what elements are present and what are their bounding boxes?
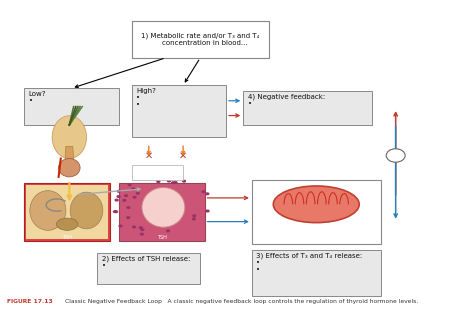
Ellipse shape <box>59 159 80 177</box>
Circle shape <box>191 217 196 220</box>
FancyBboxPatch shape <box>27 184 108 239</box>
Ellipse shape <box>30 191 66 230</box>
Ellipse shape <box>52 116 87 159</box>
Text: TSH: TSH <box>157 234 166 239</box>
Text: FIGURE 17.13: FIGURE 17.13 <box>7 299 53 304</box>
Circle shape <box>124 194 128 197</box>
Text: Low?
•: Low? • <box>28 91 46 104</box>
FancyBboxPatch shape <box>132 21 269 58</box>
FancyBboxPatch shape <box>118 183 205 241</box>
Text: ✕: ✕ <box>145 151 153 160</box>
Circle shape <box>386 149 405 162</box>
Circle shape <box>132 225 136 229</box>
Circle shape <box>126 206 130 209</box>
Circle shape <box>138 226 143 229</box>
Circle shape <box>171 181 175 184</box>
Circle shape <box>182 180 186 183</box>
Circle shape <box>115 198 119 202</box>
Circle shape <box>113 210 117 213</box>
Circle shape <box>192 214 196 217</box>
Polygon shape <box>65 146 73 159</box>
Ellipse shape <box>142 188 185 227</box>
Text: 3) Effects of T₃ and T₄ release:
•
•: 3) Effects of T₃ and T₄ release: • • <box>256 253 363 273</box>
Circle shape <box>205 210 210 212</box>
Circle shape <box>131 188 136 190</box>
Circle shape <box>173 181 178 184</box>
Circle shape <box>167 179 171 183</box>
Ellipse shape <box>56 218 78 230</box>
FancyBboxPatch shape <box>132 85 226 137</box>
Text: Classic Negative Feedback Loop   A classic negative feedback loop controls the r: Classic Negative Feedback Loop A classic… <box>65 299 418 304</box>
FancyBboxPatch shape <box>243 91 372 125</box>
Ellipse shape <box>273 186 359 223</box>
Circle shape <box>132 196 137 199</box>
FancyBboxPatch shape <box>252 180 381 244</box>
Circle shape <box>205 192 210 195</box>
Circle shape <box>117 190 121 193</box>
FancyBboxPatch shape <box>97 253 201 284</box>
Circle shape <box>117 195 121 198</box>
Circle shape <box>128 183 132 186</box>
Text: 1) Metabolic rate and/or T₃ and T₄
    concentration in blood...: 1) Metabolic rate and/or T₃ and T₄ conce… <box>141 33 259 46</box>
Circle shape <box>166 230 170 232</box>
FancyBboxPatch shape <box>24 88 118 125</box>
Ellipse shape <box>70 192 103 229</box>
Circle shape <box>126 216 130 219</box>
Text: High?
•
•: High? • • <box>136 88 156 108</box>
Circle shape <box>114 210 118 213</box>
FancyBboxPatch shape <box>132 165 183 180</box>
Text: ✕: ✕ <box>179 151 187 160</box>
Circle shape <box>140 233 144 236</box>
Circle shape <box>149 176 153 179</box>
Circle shape <box>140 228 145 231</box>
Text: TSH: TSH <box>62 234 72 239</box>
Circle shape <box>122 199 127 202</box>
Circle shape <box>118 225 123 227</box>
Text: 4) Negative feedback:
•: 4) Negative feedback: • <box>247 94 325 107</box>
FancyBboxPatch shape <box>24 183 110 241</box>
Text: 2) Effects of TSH release:
•: 2) Effects of TSH release: • <box>101 256 190 269</box>
Circle shape <box>136 192 140 195</box>
Circle shape <box>201 190 206 193</box>
Circle shape <box>156 180 161 183</box>
FancyBboxPatch shape <box>252 250 381 296</box>
